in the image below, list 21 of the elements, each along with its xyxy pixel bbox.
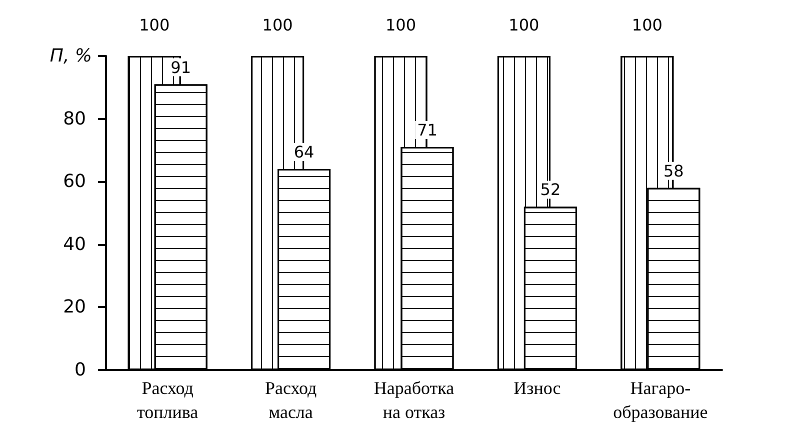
x-tick-label: Износ <box>514 378 561 398</box>
x-tick-label: Нагаро- образование <box>613 378 708 422</box>
x-tick-label: Расход топлива <box>137 378 198 422</box>
data-label: 58 <box>663 161 684 180</box>
y-tick-label: 80 <box>63 108 86 130</box>
y-tick-label: 40 <box>63 234 86 255</box>
data-label: 100 <box>385 16 416 34</box>
y-tick-label: 0 <box>74 360 86 380</box>
data-label: 52 <box>540 180 561 200</box>
data-label: 100 <box>508 16 540 34</box>
data-label: 100 <box>139 16 170 34</box>
x-tick-label: Наработка на отказ <box>374 378 454 422</box>
y-tick-label: 60 <box>63 171 86 192</box>
data-label: 100 <box>262 16 293 34</box>
data-label: 100 <box>632 16 662 34</box>
data-label: 91 <box>170 58 192 77</box>
y-tick-label: 20 <box>63 296 86 318</box>
y-axis-title: П, % <box>50 46 92 66</box>
x-tick-label: Расход масла <box>264 378 317 422</box>
data-label: 64 <box>294 142 314 162</box>
data-label: 71 <box>417 120 438 140</box>
